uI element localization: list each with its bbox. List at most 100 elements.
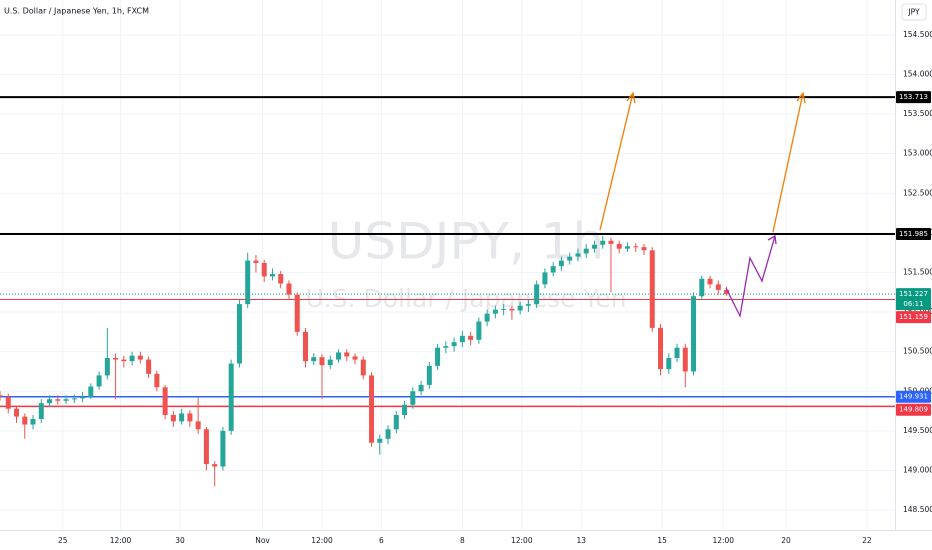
- candle-body: [410, 391, 416, 405]
- candle-body: [236, 304, 242, 364]
- candle-body: [212, 464, 218, 467]
- candle-body: [352, 356, 358, 360]
- axes: 154.500154.000153.500153.000152.500152.0…: [58, 30, 932, 545]
- arrow-head: [796, 91, 806, 104]
- projection-path: [725, 235, 776, 319]
- candle-body: [5, 396, 11, 409]
- y-tick-label: 154.500: [903, 30, 932, 39]
- candle-body: [162, 387, 168, 416]
- candle-body: [38, 403, 44, 419]
- candle-body: [567, 256, 573, 261]
- candle-body: [385, 429, 391, 439]
- candle-body: [146, 359, 152, 374]
- candle-body: [30, 418, 36, 425]
- candle-body: [22, 416, 28, 425]
- candle-body: [137, 355, 143, 360]
- candle-body: [55, 399, 61, 401]
- y-tick-label: 150.500: [903, 347, 932, 356]
- y-tick-label: 152.500: [903, 188, 932, 197]
- candle-body: [476, 321, 482, 340]
- arrow-line: [599, 92, 634, 231]
- candle-body: [426, 365, 432, 385]
- candle-body: [402, 404, 408, 416]
- x-tick-label: 20: [781, 536, 791, 545]
- candle-body: [691, 296, 697, 372]
- candle-body: [377, 438, 383, 443]
- candle-body: [179, 413, 185, 422]
- y-tick-label: 149.500: [903, 426, 932, 435]
- candle-body: [501, 308, 507, 310]
- candle-body: [195, 421, 201, 430]
- level-label-box: [896, 403, 931, 416]
- arrow-head: [767, 234, 777, 245]
- candle-body: [327, 359, 333, 366]
- y-tick-label: 153.500: [903, 109, 932, 118]
- candle-body: [344, 352, 350, 357]
- level-label-box: [896, 228, 931, 241]
- candle-body: [47, 399, 53, 404]
- candle-body: [492, 309, 498, 314]
- level-label-box: [896, 91, 931, 104]
- candle-body: [278, 274, 284, 284]
- level-label: 149.931: [899, 393, 928, 401]
- candle-body: [525, 304, 531, 306]
- candle-body: [583, 248, 589, 254]
- arrow-line: [772, 92, 804, 233]
- candle-body: [484, 313, 490, 322]
- level-label: 153.713: [899, 93, 928, 101]
- candle-body: [129, 355, 135, 362]
- candle-body: [517, 305, 523, 311]
- currency-label[interactable]: JPY: [907, 8, 920, 17]
- x-tick-label: Nov: [255, 536, 270, 545]
- candle-body: [699, 278, 705, 297]
- candle-body: [591, 244, 597, 249]
- candle-body: [104, 358, 110, 376]
- candle-body: [0, 395, 3, 397]
- candle-body: [336, 352, 342, 360]
- candle-body: [633, 246, 639, 248]
- candle-body: [443, 346, 449, 348]
- candle-body: [360, 359, 366, 376]
- candle-body: [542, 272, 548, 285]
- currency-button[interactable]: [901, 3, 927, 21]
- x-tick-label: 25: [58, 536, 68, 545]
- candle-body: [509, 308, 515, 311]
- x-tick-label: 12:00: [511, 536, 533, 545]
- candle-body: [154, 373, 160, 388]
- x-tick-label: 22: [862, 536, 872, 545]
- x-tick-label: 13: [576, 536, 586, 545]
- candle-body: [666, 358, 672, 370]
- candle-body: [319, 357, 325, 366]
- grid: [0, 0, 895, 530]
- candle-body: [550, 266, 556, 273]
- y-tick-label: 153.000: [903, 149, 932, 158]
- candle-body: [624, 246, 630, 249]
- candle-body: [369, 375, 375, 443]
- level-label: 149.809: [899, 406, 928, 414]
- candle-body: [170, 415, 176, 422]
- candle-body: [418, 384, 424, 392]
- candle-body: [724, 289, 730, 295]
- candle-body: [682, 347, 688, 372]
- candle-body: [641, 247, 647, 251]
- candle-body: [707, 278, 713, 285]
- candle-body: [113, 358, 119, 360]
- countdown-label: 06:11: [903, 300, 923, 308]
- candle-body: [121, 359, 127, 362]
- candle-body: [393, 415, 399, 430]
- candle-body: [558, 260, 564, 267]
- candle-body: [71, 398, 77, 400]
- candle-body: [715, 284, 721, 290]
- candle-body: [14, 408, 20, 417]
- candle-body: [253, 260, 259, 263]
- candle-body: [674, 347, 680, 358]
- level-label: 151.227: [899, 290, 928, 298]
- arrow-head: [626, 91, 636, 104]
- y-tick-label: 151.500: [903, 267, 932, 276]
- candle-body: [451, 342, 457, 347]
- candle-body: [203, 429, 209, 465]
- candle-body: [468, 335, 474, 340]
- watermark-description: U.S. Dollar / Japanese Yen: [306, 284, 627, 313]
- x-tick-label: 8: [460, 536, 465, 545]
